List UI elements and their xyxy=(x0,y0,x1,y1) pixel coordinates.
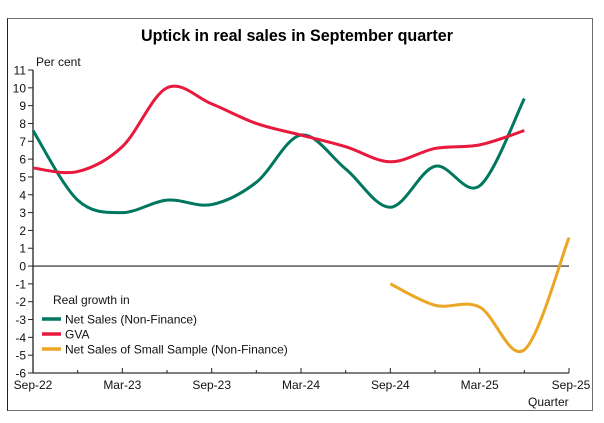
series-2 xyxy=(389,236,571,354)
x-tick-label: Mar-25 xyxy=(461,378,499,392)
x-tick-label: Sep-22 xyxy=(14,378,53,392)
y-tick-label: -5 xyxy=(15,349,26,363)
y-tick-label: 8 xyxy=(19,117,26,131)
y-tick-label: 4 xyxy=(19,188,26,202)
legend: Real growth in Net Sales (Non-Finance)GV… xyxy=(42,293,288,357)
x-axis-label: Quarter xyxy=(528,395,569,409)
y-tick-label: 11 xyxy=(14,64,27,78)
x-tick-label: Mar-24 xyxy=(282,378,320,392)
y-axis-label: Per cent xyxy=(36,55,81,69)
series-line xyxy=(31,97,526,215)
y-tick-label: -1 xyxy=(15,277,26,291)
y-tick-label: 3 xyxy=(19,206,26,220)
y-tick-label: 9 xyxy=(19,99,26,113)
y-tick-label: 1 xyxy=(19,242,26,256)
series-0 xyxy=(31,97,526,215)
y-tick-label: -3 xyxy=(15,313,26,327)
y-tick-label: 10 xyxy=(13,81,27,95)
series-1 xyxy=(32,84,525,175)
y-tick-label: 6 xyxy=(19,153,26,167)
y-tick-label: 5 xyxy=(19,170,26,184)
x-tick-label: Sep-25 xyxy=(552,378,591,392)
series-layer xyxy=(31,84,571,354)
y-tick-label: 7 xyxy=(19,135,26,149)
series-line xyxy=(389,236,571,354)
legend-label: GVA xyxy=(65,328,89,342)
x-tick-label: Sep-24 xyxy=(371,378,410,392)
x-tick-label: Mar-23 xyxy=(103,378,141,392)
y-tick-label: -4 xyxy=(15,331,26,345)
y-tick-label: 0 xyxy=(19,260,26,274)
y-tick-label: 2 xyxy=(19,224,26,238)
legend-label: Net Sales of Small Sample (Non-Finance) xyxy=(65,343,288,357)
y-tick-label: -2 xyxy=(15,295,26,309)
chart-title: Uptick in real sales in September quarte… xyxy=(141,27,454,45)
series-line xyxy=(32,84,525,175)
x-tick-label: Sep-23 xyxy=(192,378,231,392)
chart-frame xyxy=(7,18,593,411)
y-tick-label: -6 xyxy=(15,367,26,381)
legend-title: Real growth in xyxy=(53,293,130,307)
legend-label: Net Sales (Non-Finance) xyxy=(65,313,197,327)
